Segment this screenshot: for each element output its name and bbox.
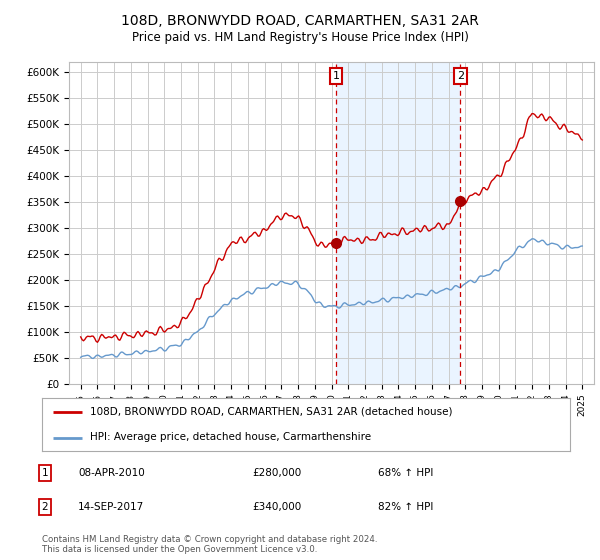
Text: 108D, BRONWYDD ROAD, CARMARTHEN, SA31 2AR: 108D, BRONWYDD ROAD, CARMARTHEN, SA31 2A… — [121, 14, 479, 28]
Text: Price paid vs. HM Land Registry's House Price Index (HPI): Price paid vs. HM Land Registry's House … — [131, 31, 469, 44]
Text: 108D, BRONWYDD ROAD, CARMARTHEN, SA31 2AR (detached house): 108D, BRONWYDD ROAD, CARMARTHEN, SA31 2A… — [89, 407, 452, 417]
Text: 68% ↑ HPI: 68% ↑ HPI — [378, 468, 433, 478]
Text: 1: 1 — [332, 71, 340, 81]
Text: £280,000: £280,000 — [252, 468, 301, 478]
Text: Contains HM Land Registry data © Crown copyright and database right 2024.
This d: Contains HM Land Registry data © Crown c… — [42, 535, 377, 554]
Text: 2: 2 — [41, 502, 49, 512]
Text: 82% ↑ HPI: 82% ↑ HPI — [378, 502, 433, 512]
Text: 14-SEP-2017: 14-SEP-2017 — [78, 502, 144, 512]
Bar — [336, 62, 460, 384]
Text: 08-APR-2010: 08-APR-2010 — [78, 468, 145, 478]
Text: HPI: Average price, detached house, Carmarthenshire: HPI: Average price, detached house, Carm… — [89, 432, 371, 442]
Text: £340,000: £340,000 — [252, 502, 301, 512]
Text: 2: 2 — [457, 71, 464, 81]
Text: 1: 1 — [41, 468, 49, 478]
